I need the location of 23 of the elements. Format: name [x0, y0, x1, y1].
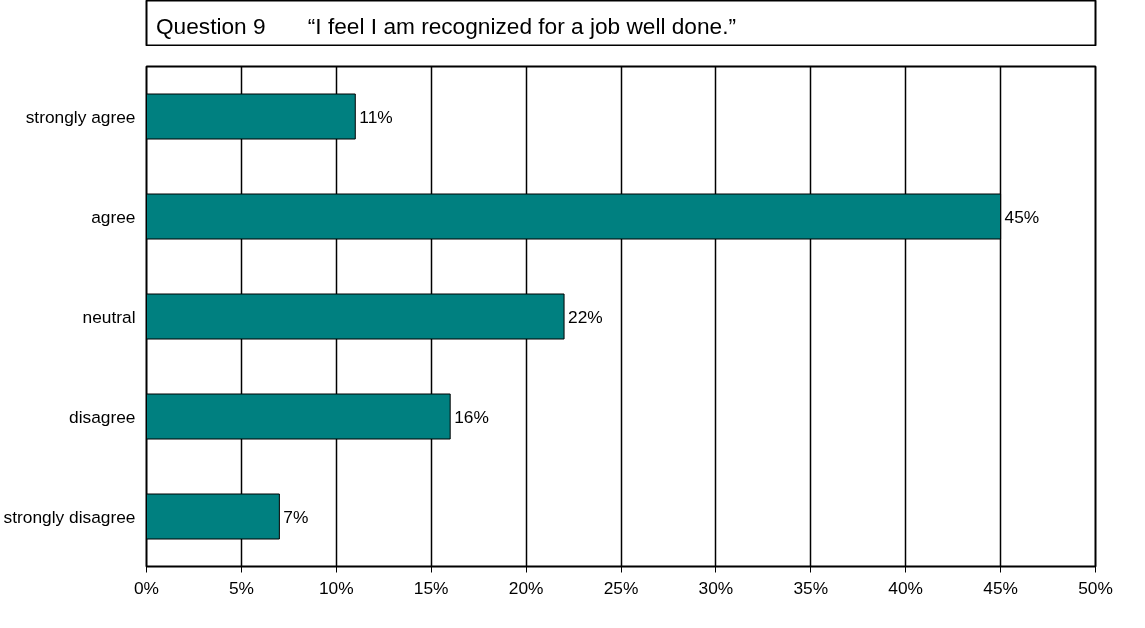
x-tick-label: 30%: [698, 577, 734, 598]
x-tick-label: 50%: [1078, 577, 1113, 598]
data-label: 22%: [568, 306, 603, 327]
x-tick-label: 10%: [318, 577, 354, 598]
x-tick-label: 40%: [888, 577, 924, 598]
x-tick-label: 5%: [228, 577, 254, 598]
y-tick-label: neutral: [82, 306, 136, 327]
x-tick-label: 0%: [133, 577, 160, 598]
chart-subtitle: “I feel I am recognized for a job well done.”: [307, 12, 736, 39]
data-label: 16%: [454, 406, 489, 427]
data-label: 11%: [359, 106, 393, 127]
y-tick-label: strongly agree: [25, 106, 136, 127]
x-tick-label: 25%: [603, 577, 639, 598]
x-tick-label: 15%: [413, 577, 449, 598]
data-label: 7%: [283, 506, 309, 527]
y-tick-label: disagree: [69, 406, 136, 427]
chart-title: Question 9: [155, 12, 266, 39]
y-tick-label: agree: [91, 206, 136, 227]
x-tick-label: 20%: [508, 577, 544, 598]
x-tick-label: 45%: [983, 577, 1018, 598]
x-tick-label: 35%: [793, 577, 829, 598]
y-tick-label: strongly disagree: [3, 506, 136, 527]
data-label: 45%: [1004, 206, 1040, 227]
